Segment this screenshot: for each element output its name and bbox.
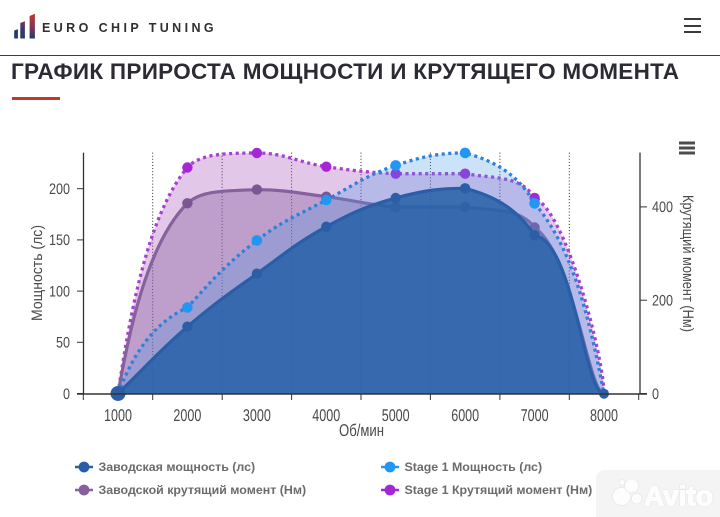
svg-text:6000: 6000 (451, 406, 479, 425)
svg-text:4000: 4000 (312, 406, 340, 425)
svg-text:0: 0 (652, 386, 659, 403)
svg-text:Avito: Avito (644, 481, 713, 512)
svg-text:2000: 2000 (173, 406, 201, 425)
svg-text:3000: 3000 (243, 406, 271, 425)
svg-text:150: 150 (49, 232, 70, 249)
svg-text:400: 400 (652, 199, 673, 216)
svg-text:200: 200 (652, 293, 673, 310)
svg-text:50: 50 (56, 335, 70, 352)
svg-text:Об/мин: Об/мин (339, 421, 384, 440)
svg-text:Крутящий момент (Нм): Крутящий момент (Нм) (679, 195, 696, 332)
svg-text:1000: 1000 (104, 406, 132, 425)
svg-text:100: 100 (49, 283, 70, 300)
svg-text:5000: 5000 (382, 406, 410, 425)
svg-text:Мощность (лс): Мощность (лс) (29, 225, 46, 321)
svg-text:8000: 8000 (590, 406, 618, 425)
svg-text:Avito: Avito (644, 481, 713, 512)
svg-text:0: 0 (63, 386, 70, 403)
svg-text:200: 200 (49, 181, 70, 198)
svg-text:7000: 7000 (521, 406, 549, 425)
